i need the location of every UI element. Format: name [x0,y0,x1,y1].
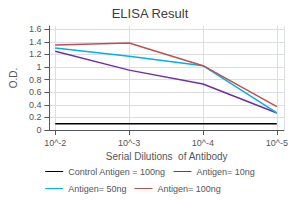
svg-text:0.2: 0.2 [29,112,42,122]
svg-text:0.4: 0.4 [29,100,42,110]
svg-text:ELISA Result: ELISA Result [112,6,189,21]
svg-text:O.D.: O.D. [8,68,19,89]
svg-text:1.2: 1.2 [29,49,42,59]
svg-text:1.4: 1.4 [29,37,42,47]
svg-text:Control Antigen = 100ng: Control Antigen = 100ng [68,167,165,177]
svg-text:Antigen= 50ng: Antigen= 50ng [68,184,126,194]
svg-text:10^-3: 10^-3 [118,138,140,148]
svg-text:0: 0 [36,125,41,135]
svg-text:1: 1 [36,62,41,72]
svg-text:10^-4: 10^-4 [192,138,214,148]
svg-text:Antigen= 10ng: Antigen= 10ng [197,167,255,177]
svg-text:1.6: 1.6 [29,24,42,34]
svg-text:10^-2: 10^-2 [44,138,66,148]
svg-text:0.6: 0.6 [29,87,42,97]
svg-text:10^-5: 10^-5 [266,138,288,148]
svg-text:0.8: 0.8 [29,75,42,85]
svg-text:Antigen= 100ng: Antigen= 100ng [157,184,220,194]
svg-text:Serial Dilutions of Antibody: Serial Dilutions of Antibody [106,151,228,162]
